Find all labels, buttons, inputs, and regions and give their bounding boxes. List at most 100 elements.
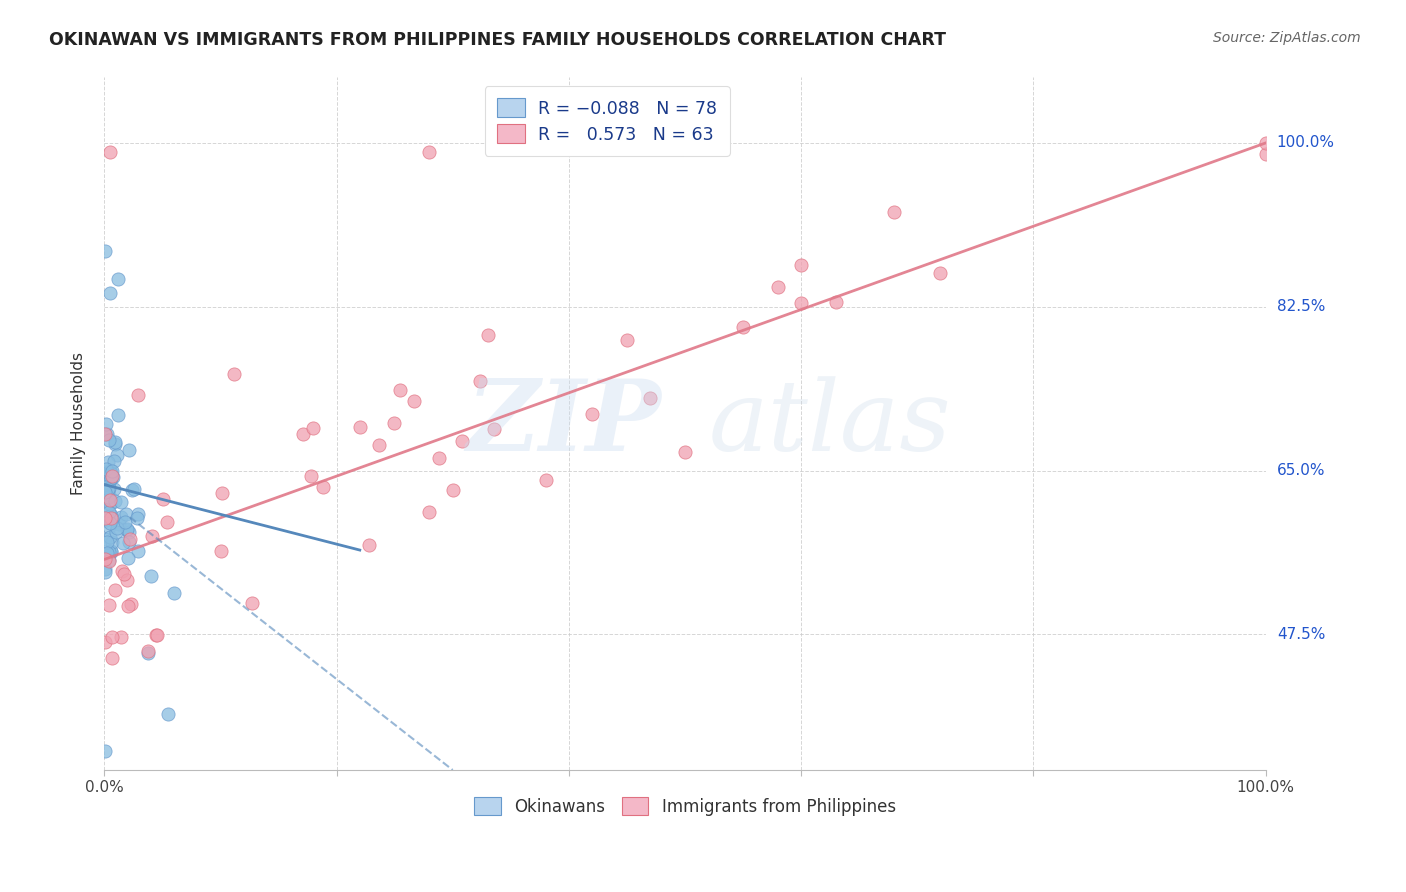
- Point: [103, 434, 125, 449]
- Point: [101, 469, 124, 483]
- Point: [121, 483, 143, 497]
- Point: [209, 544, 232, 558]
- Text: ZIP: ZIP: [467, 376, 662, 472]
- Point: [825, 295, 848, 310]
- Point: [145, 628, 167, 642]
- Point: [118, 534, 141, 549]
- Text: Source: ZipAtlas.com: Source: ZipAtlas.com: [1213, 31, 1361, 45]
- Point: [101, 464, 124, 478]
- Point: [98, 530, 121, 544]
- Point: [301, 469, 323, 483]
- Point: [101, 630, 124, 644]
- Point: [103, 454, 125, 468]
- Point: [97, 454, 120, 468]
- Text: 82.5%: 82.5%: [1277, 299, 1324, 314]
- Point: [534, 473, 557, 487]
- Point: [163, 586, 186, 600]
- Point: [117, 442, 139, 457]
- Point: [98, 516, 121, 530]
- Text: 47.5%: 47.5%: [1277, 627, 1324, 641]
- Legend: Okinawans, Immigrants from Philippines: Okinawans, Immigrants from Philippines: [465, 789, 904, 824]
- Point: [157, 706, 180, 721]
- Text: OKINAWAN VS IMMIGRANTS FROM PHILIPPINES FAMILY HOUSEHOLDS CORRELATION CHART: OKINAWAN VS IMMIGRANTS FROM PHILIPPINES …: [49, 31, 946, 49]
- Point: [98, 473, 121, 487]
- Point: [302, 421, 325, 435]
- Point: [94, 635, 117, 649]
- Point: [581, 407, 603, 421]
- Point: [94, 532, 117, 546]
- Point: [107, 408, 129, 422]
- Point: [94, 427, 117, 442]
- Point: [105, 521, 128, 535]
- Point: [418, 145, 440, 160]
- Point: [790, 296, 813, 310]
- Point: [101, 469, 124, 483]
- Point: [97, 488, 120, 502]
- Point: [117, 599, 139, 614]
- Point: [482, 422, 505, 436]
- Point: [117, 551, 139, 566]
- Point: [112, 566, 135, 581]
- Point: [94, 244, 117, 258]
- Point: [118, 525, 141, 540]
- Point: [98, 481, 121, 495]
- Point: [418, 505, 440, 519]
- Point: [402, 394, 425, 409]
- Point: [477, 328, 499, 343]
- Point: [101, 511, 124, 525]
- Point: [349, 419, 371, 434]
- Point: [427, 450, 450, 465]
- Point: [368, 438, 391, 452]
- Point: [94, 562, 117, 576]
- Point: [98, 463, 121, 477]
- Point: [97, 483, 120, 497]
- Point: [96, 535, 118, 549]
- Point: [104, 494, 127, 508]
- Point: [94, 744, 117, 758]
- Point: [1254, 136, 1277, 150]
- Point: [673, 444, 696, 458]
- Point: [96, 546, 118, 560]
- Point: [111, 536, 134, 550]
- Point: [638, 391, 661, 405]
- Point: [127, 511, 149, 525]
- Point: [104, 582, 127, 597]
- Point: [441, 483, 464, 497]
- Point: [222, 368, 245, 382]
- Point: [98, 466, 121, 480]
- Point: [94, 511, 117, 525]
- Point: [100, 544, 122, 558]
- Point: [790, 258, 813, 272]
- Point: [96, 490, 118, 504]
- Point: [115, 573, 138, 587]
- Point: [389, 383, 412, 397]
- Point: [100, 466, 122, 480]
- Point: [94, 566, 117, 580]
- Point: [94, 552, 117, 566]
- Point: [94, 417, 117, 431]
- Point: [96, 427, 118, 442]
- Point: [312, 479, 335, 493]
- Point: [104, 436, 127, 450]
- Point: [240, 597, 263, 611]
- Point: [468, 374, 491, 388]
- Point: [114, 515, 136, 529]
- Point: [98, 285, 121, 300]
- Point: [100, 471, 122, 485]
- Point: [883, 204, 905, 219]
- Point: [94, 462, 117, 476]
- Point: [98, 505, 121, 519]
- Text: 100.0%: 100.0%: [1277, 136, 1334, 151]
- Point: [105, 525, 128, 540]
- Point: [111, 564, 134, 578]
- Point: [115, 523, 138, 537]
- Point: [98, 145, 121, 160]
- Point: [94, 427, 117, 442]
- Point: [451, 434, 474, 448]
- Point: [100, 511, 122, 525]
- Point: [100, 493, 122, 508]
- Point: [110, 495, 132, 509]
- Point: [127, 507, 149, 521]
- Point: [103, 483, 125, 497]
- Point: [115, 507, 138, 521]
